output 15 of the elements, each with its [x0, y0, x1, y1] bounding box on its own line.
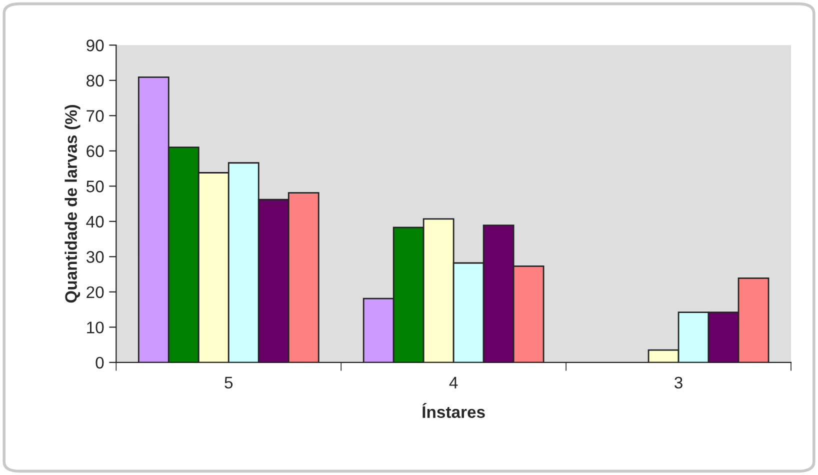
- y-tick-label: 90: [86, 40, 104, 52]
- y-tick-label: 60: [86, 145, 104, 158]
- x-tick-label: 5: [224, 376, 233, 389]
- x-tick-label: 4: [449, 376, 458, 388]
- y-tick-label: 0: [96, 356, 104, 369]
- y-tick-label: 40: [86, 216, 104, 228]
- y-tick-label: 70: [86, 110, 104, 122]
- y-axis-title: Quantidade de larvas (%): [64, 105, 80, 303]
- x-tick-label: 3: [674, 376, 682, 389]
- y-tick-label: 10: [87, 322, 104, 334]
- x-axis-title: Ínstares: [422, 403, 485, 418]
- y-tick-label: 50: [86, 180, 104, 192]
- y-tick-label: 20: [86, 286, 104, 298]
- y-tick-label: 30: [86, 251, 104, 263]
- y-tick-label: 80: [86, 74, 104, 87]
